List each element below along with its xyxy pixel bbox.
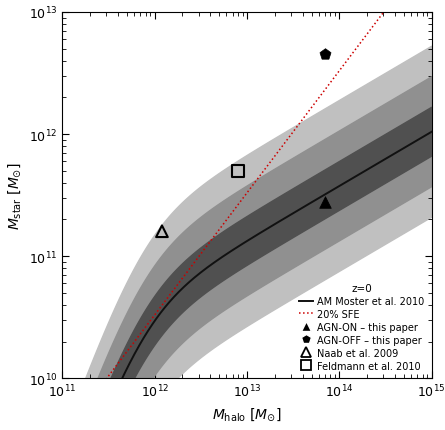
- Legend: AM Moster et al. 2010, 20% SFE, AGN-ON – this paper, AGN-OFF – this paper, Naab : AM Moster et al. 2010, 20% SFE, AGN-ON –…: [296, 280, 427, 374]
- Point: [321, 52, 328, 58]
- Point: [158, 228, 166, 235]
- X-axis label: $M_{\rm halo}$ [$M_{\odot}$]: $M_{\rm halo}$ [$M_{\odot}$]: [212, 405, 282, 422]
- Point: [235, 168, 242, 175]
- Y-axis label: $M_{\rm star}$ [$M_{\odot}$]: $M_{\rm star}$ [$M_{\odot}$]: [7, 162, 23, 230]
- Point: [321, 199, 328, 206]
